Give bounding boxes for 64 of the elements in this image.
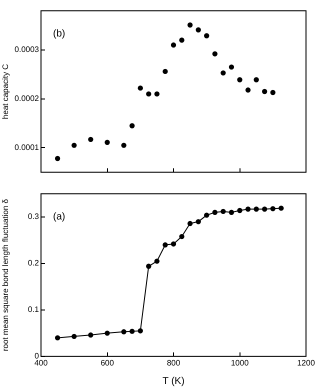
- y-tick-label: 0.0003: [14, 45, 40, 54]
- point: [196, 27, 201, 32]
- point: [179, 234, 184, 240]
- point: [254, 206, 259, 212]
- point: [170, 241, 176, 247]
- point: [72, 334, 77, 340]
- point: [179, 38, 184, 43]
- point: [146, 264, 152, 269]
- point: [204, 212, 210, 218]
- point: [170, 42, 176, 48]
- annotation: (a): [53, 212, 66, 223]
- point: [220, 208, 226, 214]
- point: [54, 156, 60, 162]
- y-tick-label: 0.1: [28, 305, 40, 314]
- point: [162, 242, 168, 248]
- point: [138, 328, 143, 334]
- point: [88, 332, 94, 338]
- point: [254, 77, 259, 82]
- point: [54, 335, 60, 340]
- point: [204, 33, 210, 38]
- point: [154, 91, 160, 97]
- point: [162, 68, 168, 74]
- point: [245, 206, 251, 212]
- point: [104, 140, 110, 145]
- point: [196, 219, 201, 224]
- point: [262, 206, 268, 212]
- point: [212, 51, 218, 56]
- point: [278, 206, 284, 211]
- point: [237, 208, 242, 214]
- point: [104, 330, 110, 336]
- y-tick-label: 0.0001: [14, 142, 40, 152]
- point: [129, 123, 135, 128]
- y-axis-title: root mean square bond length fluctuation δ: [1, 198, 10, 352]
- x-tick-label: 800: [166, 358, 181, 368]
- point: [270, 90, 276, 96]
- x-axis-title: T (K): [162, 376, 185, 387]
- x-tick-label: 1000: [230, 358, 250, 368]
- y-tick-label: 0.3: [28, 212, 40, 222]
- y-tick-label: 0: [34, 352, 40, 361]
- point: [138, 85, 143, 91]
- point: [237, 77, 242, 82]
- point: [146, 91, 152, 97]
- y-tick-label: 0.2: [28, 258, 40, 268]
- point: [121, 142, 126, 148]
- point: [228, 64, 234, 70]
- annotation: (b): [53, 28, 66, 40]
- point: [262, 88, 268, 94]
- point: [187, 22, 193, 28]
- x-tick-label: 400: [34, 358, 48, 368]
- point: [228, 210, 234, 215]
- y-tick-label: 0.0002: [14, 94, 40, 104]
- point: [270, 206, 276, 212]
- point: [212, 210, 218, 215]
- point: [154, 258, 160, 264]
- y-axis-title: heat capacity C: [1, 64, 10, 120]
- point: [72, 142, 77, 148]
- point: [88, 136, 94, 142]
- point: [187, 220, 193, 226]
- x-tick-label: 1200: [297, 358, 316, 368]
- point: [245, 87, 251, 93]
- point: [129, 328, 135, 334]
- x-tick-label: 600: [100, 358, 114, 368]
- point: [220, 70, 226, 76]
- point: [121, 329, 126, 334]
